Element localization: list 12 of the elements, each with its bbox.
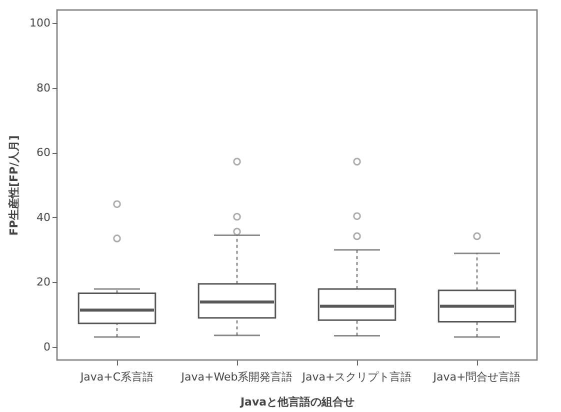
y-axis-title: FP生産性[FP/人月] [8,135,21,236]
y-tick-label: 80 [36,81,50,94]
x-tick-label: Java+問合せ言語 [432,370,521,384]
x-axis-title: Javaと他言語の組合せ [239,396,355,408]
y-tick-label: 40 [36,210,50,224]
x-tick-label: Java+C系言語 [79,370,154,384]
x-tick-label: Java+スクリプト言語 [301,370,412,384]
y-tick-label: 100 [30,16,50,30]
y-tick-label: 0 [44,340,50,354]
x-tick-label: Java+Web系開発言語 [180,370,293,384]
y-tick-label: 20 [36,276,50,289]
y-tick-label: 60 [36,146,50,160]
